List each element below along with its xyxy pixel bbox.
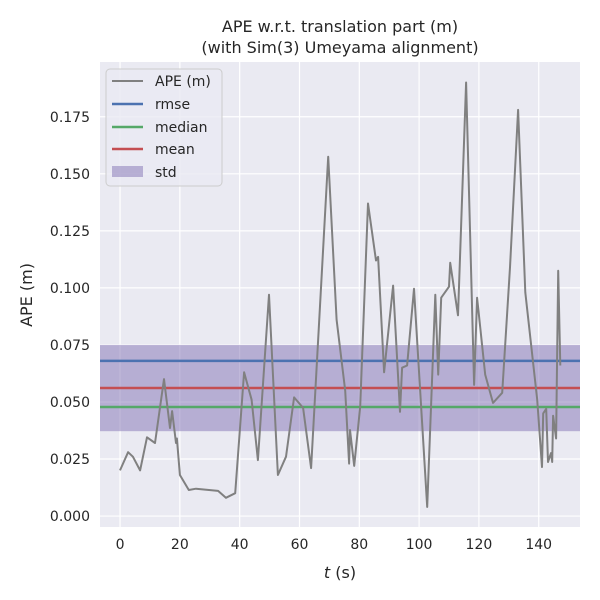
legend-label-median: median <box>155 120 207 136</box>
x-tick-label: 0 <box>116 537 125 553</box>
legend: APE (m) rmse median mean std <box>105 68 223 187</box>
x-tick-label: 60 <box>291 537 309 553</box>
legend-label-std: std <box>155 165 177 181</box>
y-tick-label: 0.150 <box>50 167 90 183</box>
x-axis-label: t (s) <box>324 563 356 582</box>
y-tick-label: 0.175 <box>50 110 90 126</box>
x-tick-label: 40 <box>231 537 249 553</box>
y-tick-label: 0.050 <box>50 395 90 411</box>
legend-label-rmse: rmse <box>155 97 190 113</box>
y-tick-label: 0.100 <box>50 281 90 297</box>
y-tick-label: 0.025 <box>50 452 90 468</box>
y-tick-label: 0.075 <box>50 338 90 354</box>
legend-swatch-std <box>112 166 143 177</box>
x-tick-label: 120 <box>466 537 493 553</box>
chart-title: APE w.r.t. translation part (m) <box>222 17 458 36</box>
x-tick-label: 140 <box>525 537 552 553</box>
legend-label-ape: APE (m) <box>155 74 211 90</box>
y-tick-label: 0.000 <box>50 509 90 525</box>
x-tick-label: 100 <box>406 537 433 553</box>
y-axis-label: APE (m) <box>17 263 36 327</box>
x-tick-label: 20 <box>171 537 189 553</box>
y-tick-label: 0.125 <box>50 224 90 240</box>
x-tick-label: 80 <box>350 537 368 553</box>
chart-subtitle: (with Sim(3) Umeyama alignment) <box>201 38 478 57</box>
legend-label-mean: mean <box>155 142 195 158</box>
